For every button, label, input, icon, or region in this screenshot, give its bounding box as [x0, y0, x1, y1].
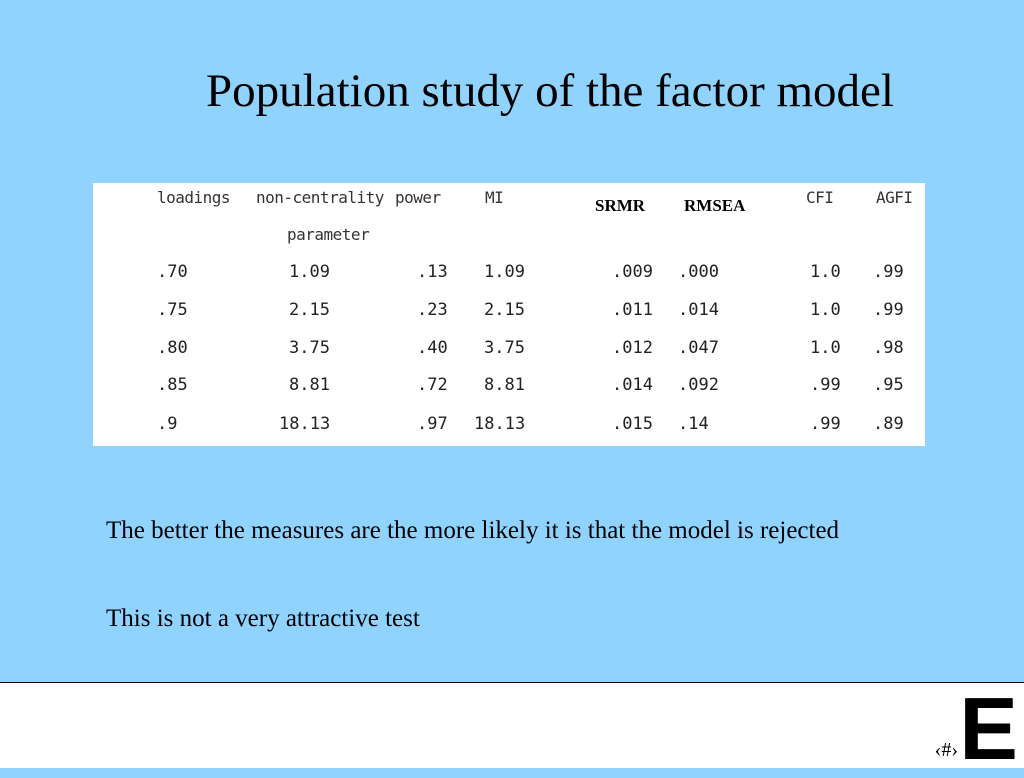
table-cell: .14	[678, 414, 709, 434]
table-cell: .72	[417, 375, 448, 395]
table-cell: .009	[612, 262, 653, 282]
header-mi: MI	[485, 188, 504, 207]
table-cell: .99	[873, 262, 904, 282]
logo-e-icon: E	[959, 679, 1018, 778]
header-srmr: SRMR	[595, 196, 646, 215]
table-cell: .99	[873, 300, 904, 320]
table-cell: .70	[157, 262, 188, 282]
table-cell: 3.75	[484, 338, 525, 358]
body-paragraph-1: The better the measures are the more lik…	[106, 517, 840, 544]
table-cell: .75	[157, 300, 188, 320]
table-cell: 1.09	[484, 262, 525, 282]
table-cell: .014	[678, 300, 719, 320]
table-cell: 18.13	[474, 414, 526, 434]
slide-title: Population study of the factor model	[206, 65, 894, 117]
table-cell: .011	[612, 300, 653, 320]
table-cell: .000	[678, 262, 719, 282]
table-cell: .23	[417, 300, 448, 320]
table-cell: .015	[612, 414, 653, 434]
table-cell: .012	[612, 338, 653, 358]
slide-footer: ‹#›	[0, 682, 1024, 768]
header-rmsea: RMSEA	[684, 196, 746, 215]
table-cell: 3.75	[289, 338, 330, 358]
table-cell: .95	[873, 375, 904, 395]
header-agfi: AGFI	[876, 188, 913, 207]
table-cell: 1.0	[810, 300, 841, 320]
table-cell: .40	[417, 338, 448, 358]
table-cell: 18.13	[279, 414, 331, 434]
table-cell: .014	[612, 375, 653, 395]
table-cell: .85	[157, 375, 188, 395]
table-cell: 1.0	[810, 262, 841, 282]
header-power: power	[395, 188, 441, 207]
body-paragraph-2: This is not a very attractive test	[106, 605, 420, 632]
header-loadings: loadings	[157, 188, 231, 207]
table-cell: 2.15	[289, 300, 330, 320]
results-table: loadings non-centrality parameter power …	[93, 183, 925, 446]
table-cell: .98	[873, 338, 904, 358]
table-cell: .99	[810, 414, 841, 434]
table-cell: .13	[417, 262, 448, 282]
table-cell: 1.0	[810, 338, 841, 358]
table-cell: .89	[873, 414, 904, 434]
table-cell: .047	[678, 338, 719, 358]
header-noncentrality: non-centrality	[256, 188, 384, 207]
table-cell: .97	[417, 414, 448, 434]
table-cell: .092	[678, 375, 719, 395]
table-cell: .9	[157, 414, 178, 434]
table-cell: .99	[810, 375, 841, 395]
table-cell: 2.15	[484, 300, 525, 320]
header-cfi: CFI	[806, 188, 834, 207]
table-cell: 8.81	[289, 375, 330, 395]
table-cell: 1.09	[289, 262, 330, 282]
slide-number: ‹#›	[934, 739, 958, 761]
table-cell: .80	[157, 338, 188, 358]
table-cell: 8.81	[484, 375, 525, 395]
header-parameter: parameter	[287, 225, 370, 244]
